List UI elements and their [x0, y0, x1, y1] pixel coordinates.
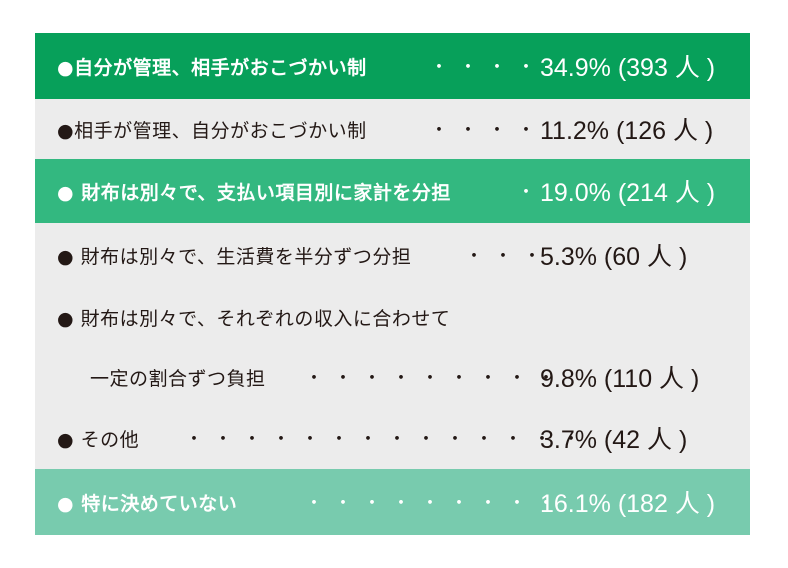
leader-dots: ・ — [517, 182, 546, 203]
row-split-by-income-line2: 一定の割合ずつ負担 ・・・・・・・・・ 9.8% (110 人 ) — [35, 347, 750, 407]
row-label: ● その他 — [57, 428, 140, 451]
row-value: 5.3% (60 人 ) — [540, 243, 688, 271]
leader-dots: ・・・・・・・・・ — [305, 368, 566, 389]
row-label: ● 特に決めていない — [57, 492, 238, 515]
allocation-panel: ●自分が管理、相手がおこづかい制 ・・・・ 34.9% (393 人 ) ●相手… — [35, 33, 750, 535]
row-value: 9.8% (110 人 ) — [540, 365, 700, 393]
row-value: 16.1% (182 人 ) — [540, 490, 716, 518]
leader-dots: ・・・ — [465, 246, 552, 267]
row-label: ●相手が管理、自分がおこづかい制 — [57, 119, 367, 142]
row-split-half: ● 財布は別々で、生活費を半分ずつ分担 ・・・ 5.3% (60 人 ) — [35, 223, 750, 287]
row-not-decided: ● 特に決めていない ・・・・・・・・・ 16.1% (182 人 ) — [35, 469, 750, 535]
row-value: 34.9% (393 人 ) — [540, 54, 716, 82]
row-partner-manages: ●相手が管理、自分がおこづかい制 ・・・・ 11.2% (126 人 ) — [35, 99, 750, 159]
row-split-by-income-line1: ● 財布は別々で、それぞれの収入に合わせて — [35, 287, 750, 347]
row-label: ● 財布は別々で、それぞれの収入に合わせて — [57, 307, 451, 330]
row-split-by-item: ● 財布は別々で、支払い項目別に家計を分担 ・ 19.0% (214 人 ) — [35, 159, 750, 223]
row-label: ● 財布は別々で、支払い項目別に家計を分担 — [57, 181, 451, 204]
row-label: 一定の割合ずつ負担 — [90, 367, 266, 390]
leader-dots: ・・・・ — [430, 57, 546, 78]
row-label: ●自分が管理、相手がおこづかい制 — [57, 56, 367, 79]
leader-dots: ・・・・・・・・・・・・・・ — [185, 429, 591, 450]
row-self-manages: ●自分が管理、相手がおこづかい制 ・・・・ 34.9% (393 人 ) — [35, 33, 750, 99]
row-value: 19.0% (214 人 ) — [540, 179, 716, 207]
row-value: 3.7% (42 人 ) — [540, 426, 688, 454]
leader-dots: ・・・・・・・・・ — [305, 493, 566, 514]
leader-dots: ・・・・ — [430, 120, 546, 141]
row-value: 11.2% (126 人 ) — [540, 117, 714, 145]
row-label: ● 財布は別々で、生活費を半分ずつ分担 — [57, 245, 412, 268]
row-other: ● その他 ・・・・・・・・・・・・・・ 3.7% (42 人 ) — [35, 407, 750, 469]
